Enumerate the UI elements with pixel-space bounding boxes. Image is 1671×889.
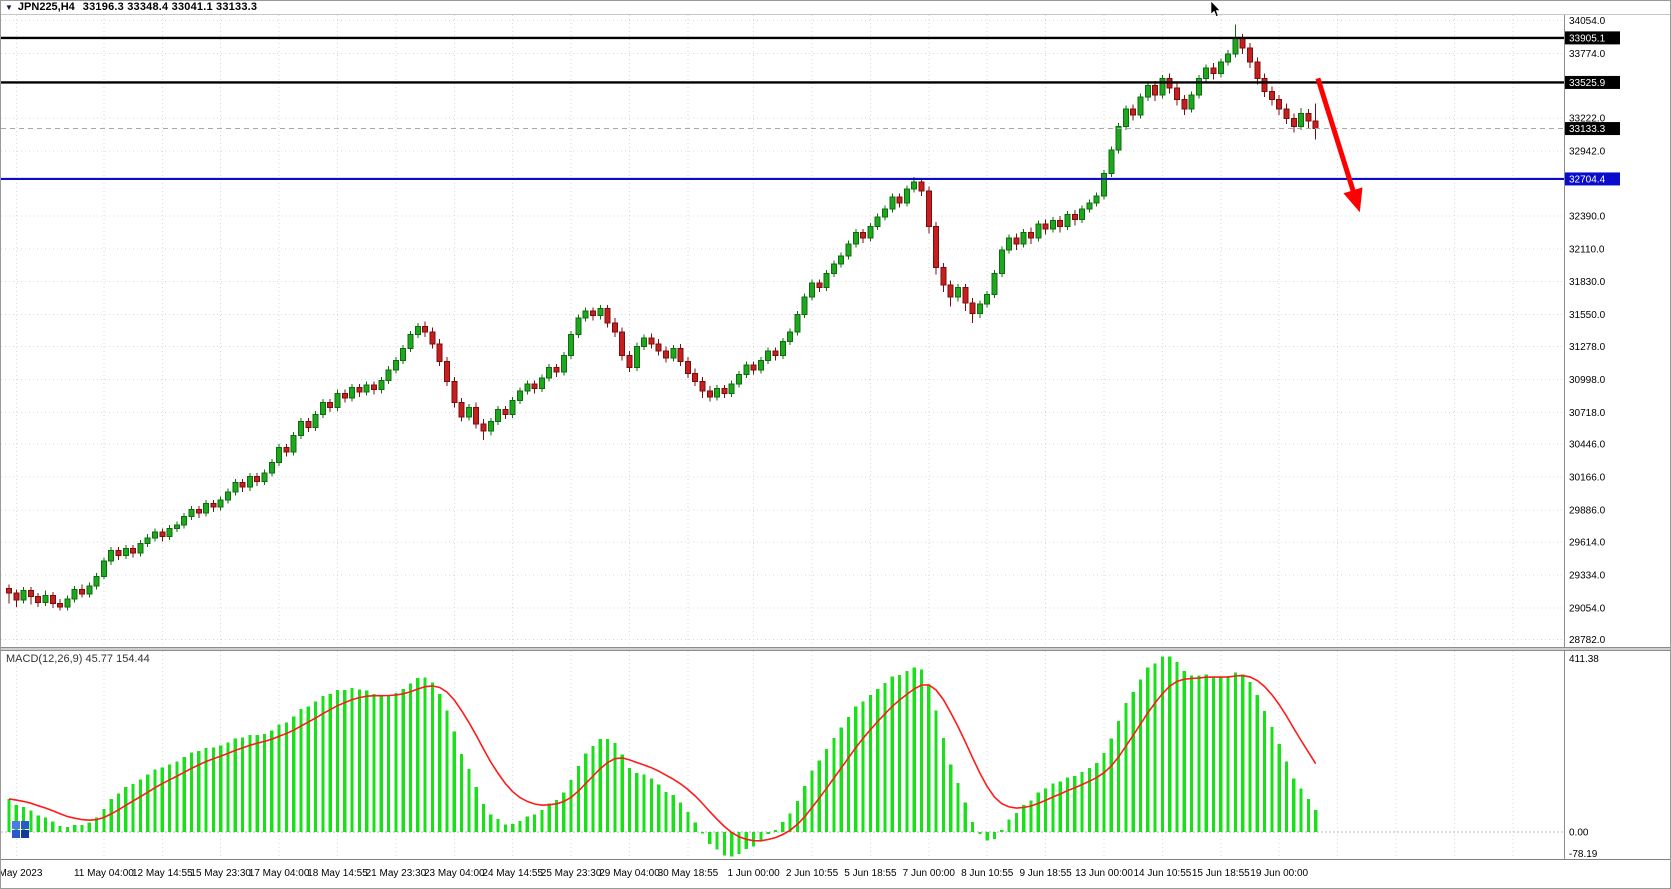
svg-text:9 Jun 18:55: 9 Jun 18:55 — [1019, 868, 1072, 879]
svg-text:15 May 23:30: 15 May 23:30 — [190, 868, 251, 879]
svg-text:32390.0: 32390.0 — [1569, 211, 1606, 222]
svg-text:25 May 23:30: 25 May 23:30 — [541, 868, 602, 879]
level-lines — [1, 36, 1564, 181]
svg-text:7 Jun 00:00: 7 Jun 00:00 — [903, 868, 956, 879]
svg-text:30446.0: 30446.0 — [1569, 440, 1606, 451]
macd-axis: 411.38 0.00 -78.19 — [1564, 651, 1599, 859]
svg-text:1 Jun 00:00: 1 Jun 00:00 — [727, 868, 780, 879]
macd-signal-line — [8, 674, 1317, 842]
svg-text:9 May 2023: 9 May 2023 — [1, 868, 43, 879]
mouse-cursor-icon — [1210, 1, 1221, 17]
price-chart-pane[interactable]: 34054.0 33774.0 33222.0 32942.0 32390.0 32110… — [1, 15, 1671, 647]
svg-text:28782.0: 28782.0 — [1569, 635, 1606, 646]
svg-text:31830.0: 31830.0 — [1569, 277, 1606, 288]
svg-text:32704.4: 32704.4 — [1569, 174, 1606, 185]
macd-indicator-caption: MACD(12,26,9) 45.77 154.44 — [6, 653, 150, 665]
svg-text:14 Jun 10:55: 14 Jun 10:55 — [1133, 868, 1191, 879]
svg-text:18 May 14:55: 18 May 14:55 — [307, 868, 368, 879]
svg-text:32110.0: 32110.0 — [1569, 244, 1605, 255]
logo-square — [21, 821, 29, 829]
symbol-timeframe-label: JPN225,H4 — [17, 1, 75, 13]
svg-text:19 Jun 00:00: 19 Jun 00:00 — [1250, 868, 1308, 879]
logo-square — [12, 821, 20, 829]
svg-text:31550.0: 31550.0 — [1569, 310, 1606, 321]
svg-text:24 May 14:55: 24 May 14:55 — [482, 868, 543, 879]
svg-text:29 May 04:00: 29 May 04:00 — [599, 868, 660, 879]
svg-text:21 May 23:30: 21 May 23:30 — [366, 868, 427, 879]
svg-text:32942.0: 32942.0 — [1569, 147, 1606, 158]
svg-text:5 Jun 18:55: 5 Jun 18:55 — [844, 868, 897, 879]
logo-square — [21, 830, 29, 838]
svg-text:33774.0: 33774.0 — [1569, 49, 1606, 60]
chart-grid — [1, 15, 1564, 647]
svg-text:0.00: 0.00 — [1569, 827, 1589, 838]
svg-text:30998.0: 30998.0 — [1569, 375, 1606, 386]
macd-signal-value: 154.44 — [116, 653, 150, 665]
svg-text:17 May 04:00: 17 May 04:00 — [249, 868, 310, 879]
svg-text:33133.3: 33133.3 — [1569, 124, 1606, 135]
svg-text:29886.0: 29886.0 — [1569, 506, 1606, 517]
candles-layer — [6, 24, 1319, 611]
svg-text:29054.0: 29054.0 — [1569, 603, 1606, 614]
svg-text:33222.0: 33222.0 — [1569, 114, 1606, 125]
svg-text:23 May 04:00: 23 May 04:00 — [424, 868, 485, 879]
svg-text:33905.1: 33905.1 — [1569, 33, 1606, 44]
ohlc-quote-label: 33196.3 33348.4 33041.1 33133.3 — [82, 1, 258, 13]
svg-text:31278.0: 31278.0 — [1569, 342, 1606, 353]
candlestick-chart-canvas[interactable]: 34054.0 33774.0 33222.0 32942.0 32390.0 32110… — [1, 15, 1671, 647]
chart-info-bar: ▼ JPN225,H4 33196.3 33348.4 33041.1 3313… — [1, 1, 1670, 15]
svg-text:2 Jun 10:55: 2 Jun 10:55 — [786, 868, 839, 879]
svg-text:29334.0: 29334.0 — [1569, 570, 1606, 581]
macd-indicator-pane[interactable]: 411.38 0.00 -78.19 MACD(12,26,9) 45.77 154… — [1, 651, 1671, 859]
svg-text:11 May 04:00: 11 May 04:00 — [74, 868, 134, 879]
svg-text:30 May 18:55: 30 May 18:55 — [658, 868, 719, 879]
svg-text:411.38: 411.38 — [1569, 654, 1599, 665]
macd-histogram — [7, 656, 1318, 857]
macd-name-label: MACD(12,26,9) — [6, 653, 83, 665]
svg-text:30718.0: 30718.0 — [1569, 408, 1606, 419]
svg-text:33525.9: 33525.9 — [1569, 78, 1606, 89]
svg-text:12 May 14:55: 12 May 14:55 — [132, 868, 193, 879]
symbol-dropdown-icon[interactable]: ▼ — [5, 2, 13, 12]
pane-divider[interactable] — [1, 647, 1670, 651]
svg-text:30166.0: 30166.0 — [1569, 473, 1606, 484]
macd-canvas[interactable]: 411.38 0.00 -78.19 — [1, 651, 1671, 859]
macd-main-value: 45.77 — [85, 653, 114, 665]
logo-square — [12, 830, 20, 838]
trend-arrow — [1315, 77, 1363, 213]
svg-text:-78.19: -78.19 — [1569, 849, 1598, 859]
platform-logo-icon — [12, 821, 29, 838]
svg-text:15 Jun 18:55: 15 Jun 18:55 — [1192, 868, 1250, 879]
price-axis: 34054.0 33774.0 33222.0 32942.0 32390.0 32110… — [1565, 16, 1620, 646]
svg-text:8 Jun 10:55: 8 Jun 10:55 — [961, 868, 1014, 879]
svg-text:13 Jun 00:00: 13 Jun 00:00 — [1075, 868, 1133, 879]
svg-text:34054.0: 34054.0 — [1569, 16, 1606, 27]
svg-text:29614.0: 29614.0 — [1569, 537, 1606, 548]
